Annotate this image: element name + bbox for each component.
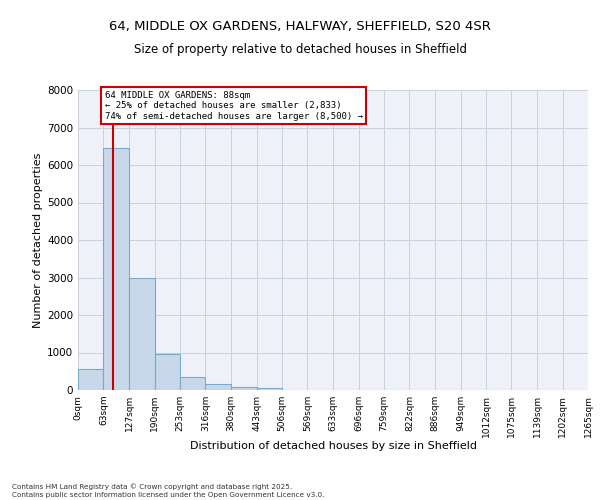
Text: Contains HM Land Registry data © Crown copyright and database right 2025.
Contai: Contains HM Land Registry data © Crown c…: [12, 484, 325, 498]
Bar: [205, 384, 231, 390]
Text: 64 MIDDLE OX GARDENS: 88sqm
← 25% of detached houses are smaller (2,833)
74% of : 64 MIDDLE OX GARDENS: 88sqm ← 25% of det…: [104, 91, 362, 120]
Bar: [78, 370, 103, 390]
Y-axis label: Number of detached properties: Number of detached properties: [33, 152, 43, 328]
Bar: [231, 386, 257, 390]
Bar: [155, 354, 180, 390]
Bar: [103, 148, 129, 390]
Bar: [257, 388, 282, 390]
Bar: [129, 278, 155, 390]
X-axis label: Distribution of detached houses by size in Sheffield: Distribution of detached houses by size …: [190, 441, 476, 451]
Bar: [180, 377, 205, 390]
Text: Size of property relative to detached houses in Sheffield: Size of property relative to detached ho…: [133, 42, 467, 56]
Text: 64, MIDDLE OX GARDENS, HALFWAY, SHEFFIELD, S20 4SR: 64, MIDDLE OX GARDENS, HALFWAY, SHEFFIEL…: [109, 20, 491, 33]
